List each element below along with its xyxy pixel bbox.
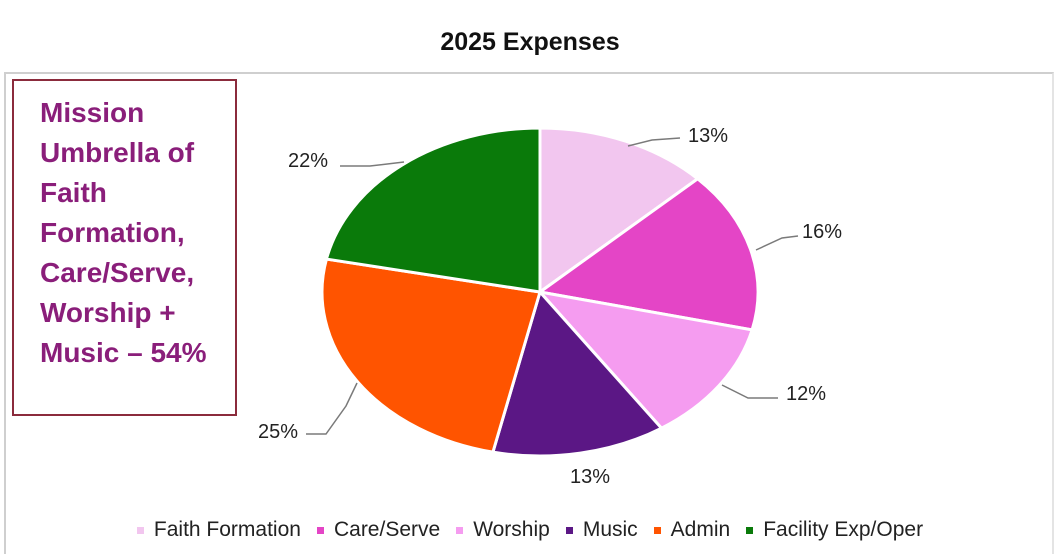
mission-callout-text: Mission Umbrella of Faith Formation, Car… xyxy=(40,97,207,368)
chart-legend: Faith Formation Care/Serve Worship Music Adm… xyxy=(0,518,1060,542)
pie-slice-faith-formation xyxy=(538,126,701,295)
legend-swatch xyxy=(746,526,754,534)
legend-label: Music xyxy=(582,518,638,541)
pie-slices xyxy=(320,126,760,458)
chart-frame xyxy=(4,72,1054,554)
leader-line xyxy=(306,382,358,435)
mission-callout-box: Mission Umbrella of Faith Formation, Car… xyxy=(12,79,237,416)
legend-item: Faith Formation xyxy=(136,518,301,542)
data-label: 22% xyxy=(288,150,328,172)
legend-label: Worship xyxy=(473,518,550,541)
legend-swatch xyxy=(316,526,324,534)
leader-line xyxy=(721,384,778,399)
legend-item: Care/Serve xyxy=(316,518,441,542)
data-label: 12% xyxy=(786,383,826,405)
legend-item: Facility Exp/Oper xyxy=(746,518,923,542)
leader-line xyxy=(627,137,681,147)
data-label: 13% xyxy=(570,466,610,488)
leader-line xyxy=(340,161,405,167)
legend-swatch xyxy=(456,526,464,534)
legend-label: Facility Exp/Oper xyxy=(763,518,924,541)
pie-slice-music xyxy=(490,288,664,458)
leader-line xyxy=(755,235,799,251)
pie-slice-admin xyxy=(320,257,542,454)
legend-label: Care/Serve xyxy=(333,518,441,541)
legend-item: Admin xyxy=(653,518,731,542)
chart-title: 2025 Expenses xyxy=(440,28,620,56)
legend-swatch xyxy=(653,526,661,534)
legend-label: Admin xyxy=(670,518,731,541)
legend-swatch xyxy=(136,526,144,534)
legend-label: Faith Formation xyxy=(153,518,301,541)
data-label: 25% xyxy=(258,421,298,443)
legend-item: Music xyxy=(565,518,638,542)
pie-slice-facility-exp-oper xyxy=(324,126,542,294)
legend-item: Worship xyxy=(456,518,550,542)
pie-leader-lines xyxy=(306,137,799,435)
data-label: 16% xyxy=(802,221,842,243)
pie-data-labels: 13% 16% 12% 13% 25% 22% xyxy=(258,125,842,488)
pie-slice-worship xyxy=(535,289,755,431)
data-label: 13% xyxy=(688,125,728,147)
legend-swatch xyxy=(565,526,573,534)
pie-slice-care-serve xyxy=(536,176,760,332)
